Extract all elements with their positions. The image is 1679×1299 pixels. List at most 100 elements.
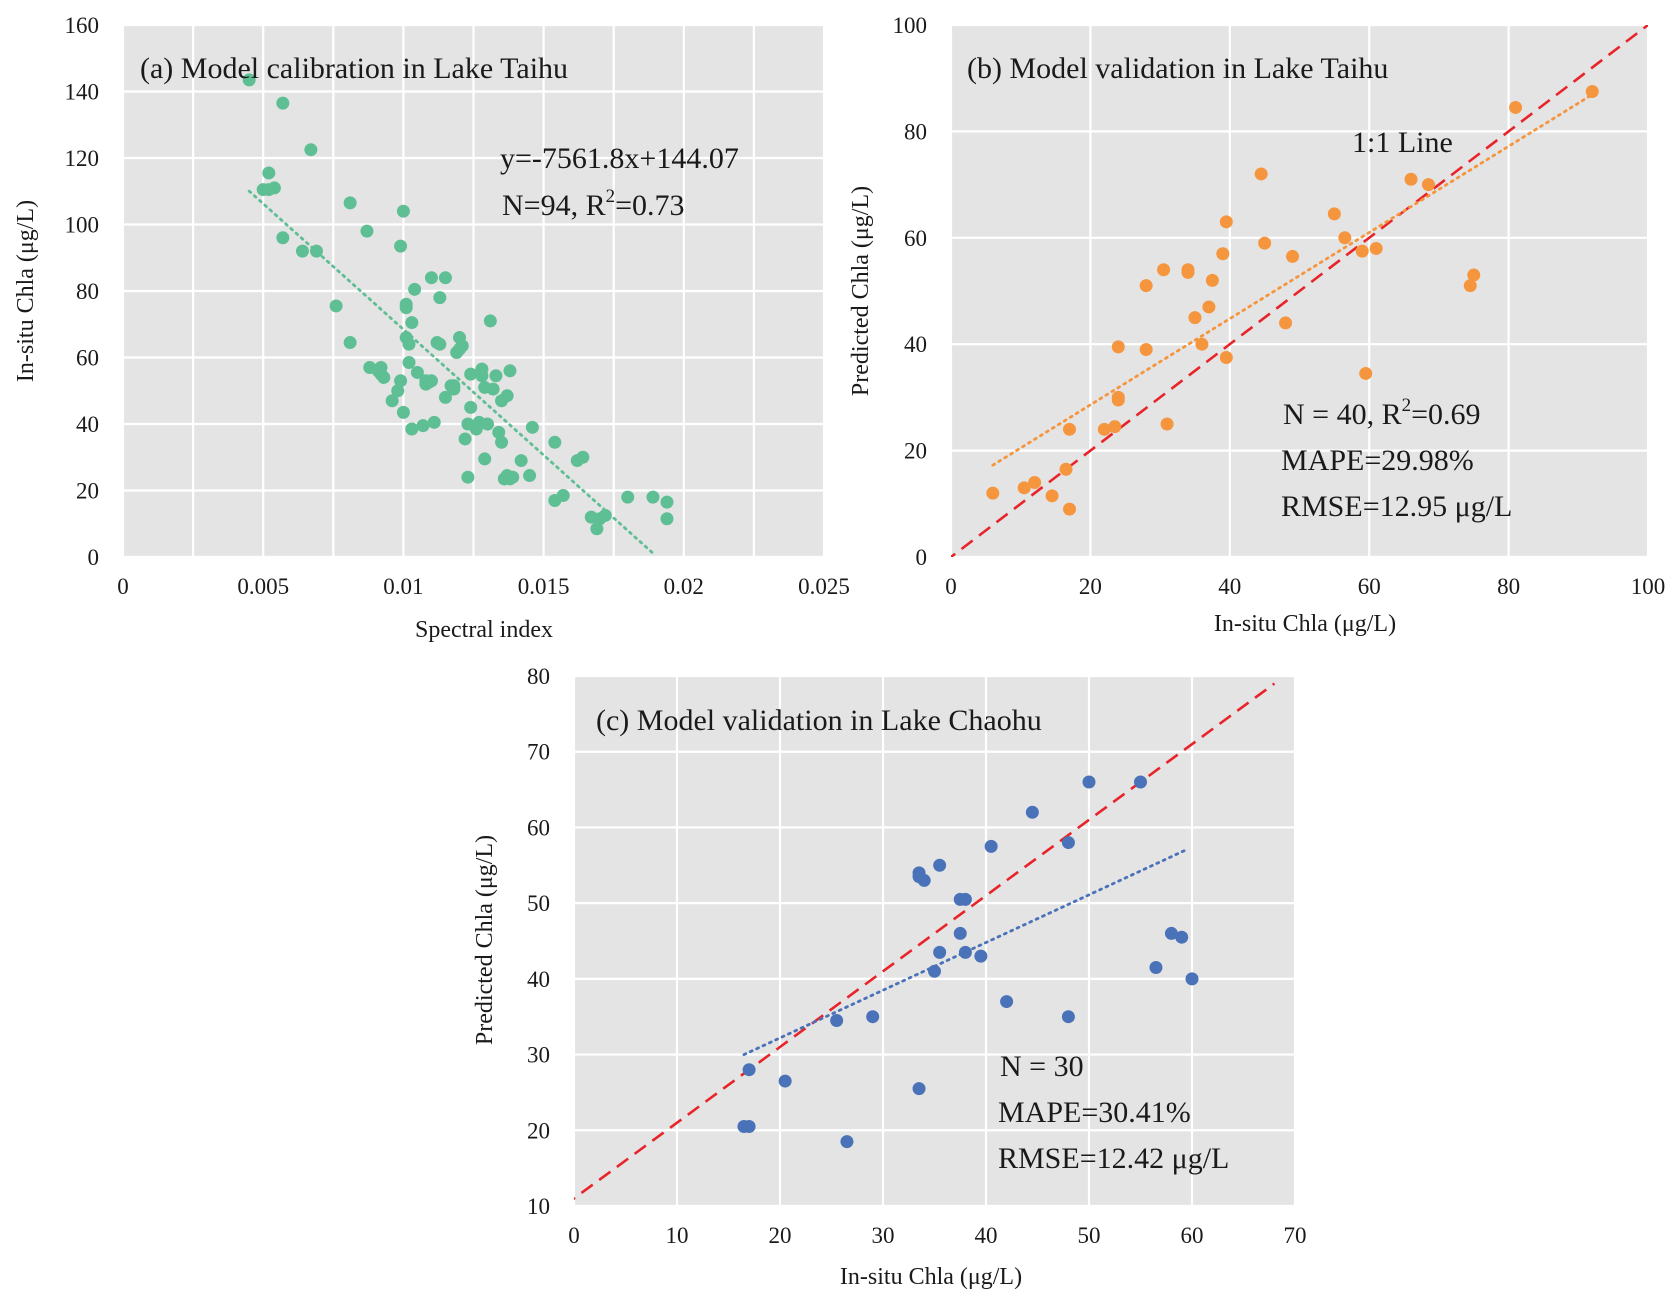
panel-a-y-tick: 80 [76,279,99,304]
panel-b-data-point [1111,340,1125,354]
panel-b-x-tick: 80 [1497,574,1520,599]
panel-a-x-axis-label: Spectral index [415,617,553,643]
panel-c-x-tick: 0 [568,1223,580,1248]
panel-a-y-tick: 140 [65,80,100,105]
panel-a-data-point [489,369,503,383]
panel-b-points [986,85,1599,516]
panel-b-data-point [1139,343,1153,357]
panel-b-data-point [1205,273,1219,287]
panel-a-x-tick: 0.005 [237,574,289,599]
panel-c-data-point [928,964,941,978]
panel-c-data-point [1000,995,1014,1009]
panel-b-x-tick: 0 [945,574,957,599]
panel-b-one-to-one-line [951,25,1648,557]
panel-b-data-point [1062,422,1076,436]
panel-b-y-tick: 80 [904,119,927,144]
panel-c-data-point [1149,961,1163,974]
panel-c-data-point [1175,930,1189,944]
panel-a-y-tick: 60 [76,346,99,371]
panel-a-x-tick: 0 [117,574,129,599]
panel-c-data-point [866,1010,880,1024]
panel-b-data-point [1254,167,1268,181]
panel-b-x-tick: 20 [1079,574,1102,599]
panel-b-stats-mape: MAPE=29.98% [1281,444,1474,477]
panel-a-x-tick-labels: 0 0.005 0.01 0.015 0.02 0.025 [117,574,850,599]
panel-a-data-point [396,405,410,419]
panel-a-x-tick: 0.02 [664,574,704,599]
panel-a-data-point [408,282,422,296]
panel-a-data-point [374,360,388,374]
panel-c-data-point [1082,775,1096,789]
panel-b-y-tick: 20 [904,439,927,464]
panel-b-data-point [1062,502,1076,516]
panel-b-gridlines [949,23,1650,559]
panel-c-stats-rmse: RMSE=12.42 μg/L [998,1142,1229,1175]
panel-a-data-point [495,435,509,449]
panel-c-one-to-one-line [574,682,1276,1201]
panel-a-y-tick: 0 [88,545,100,570]
panel-b-stats-n: N = 40, R2=0.69 [1283,395,1481,431]
panel-a-data-point [391,384,405,398]
panel-b-y-tick: 100 [893,13,928,38]
panel-c-data-point [1061,1010,1075,1024]
panel-b-data-point [1108,420,1122,434]
panel-b-data-point [1028,476,1042,490]
panel-a-data-point [514,454,528,468]
panel-b-data-point [1017,481,1031,495]
panel-a-equation: y=-7561.8x+144.07 [500,142,739,175]
panel-a-title: (a) Model calibration in Lake Taihu [140,52,568,85]
panel-c-data-point [1185,972,1199,986]
panel-a-data-point [660,495,674,509]
panel-b-stats-rmse: RMSE=12.95 μg/L [1281,490,1512,523]
panel-b-data-point [1181,265,1195,279]
panel-a-data-point [377,370,391,384]
panel-a-data-point [433,337,447,351]
panel-a-y-tick: 40 [76,412,99,437]
panel-a-data-point [402,337,416,351]
panel-a-data-point [262,166,276,180]
panel-a-data-point [556,488,570,502]
panel-a-data-point [570,454,584,468]
panel-a-data-point [660,512,674,526]
panel-c-data-point [840,1135,854,1149]
panel-a-data-point [481,417,495,431]
panel-b-data-point [1258,236,1272,250]
panel-b-data-point [1359,366,1373,380]
panel-b-y-tick-labels: 0 20 40 60 80 100 [893,13,928,570]
panel-b-data-point [1216,247,1230,261]
panel-c-data-point [974,949,988,963]
panel-b-x-tick: 40 [1218,574,1241,599]
panel-c-stats-mape: MAPE=30.41% [998,1096,1191,1129]
panel-c-x-tick: 10 [666,1223,689,1248]
panel-a-data-point [486,382,500,396]
panel-c-y-tick: 40 [527,967,550,992]
panel-b-title: (b) Model validation in Lake Taihu [967,52,1388,85]
panel-c-x-tick: 60 [1181,1223,1204,1248]
panel-a-data-point [385,394,399,408]
panel-a-data-point [438,271,452,285]
panel-a-y-tick: 20 [76,479,99,504]
panel-c-x-tick: 50 [1078,1223,1101,1248]
panel-a-data-point [343,336,357,350]
panel-a-data-point [399,297,413,311]
panel-b-trendline [991,93,1594,467]
panel-b-data-point [1219,351,1233,364]
panel-c-gridlines [572,674,1297,1208]
panel-a-y-tick-labels: 0 20 40 60 80 100 120 140 160 [65,13,100,570]
panel-c-x-tick-labels: 0 10 20 30 40 50 60 70 [568,1223,1306,1248]
panel-a-data-point [483,314,497,328]
panel-c-stats-n: N = 30 [1000,1050,1084,1083]
panel-a-data-point [523,469,537,483]
panel-a-data-point [267,181,281,195]
panel-b-data-point [1509,100,1523,114]
panel-c-y-tick: 50 [527,891,550,916]
panel-c-points [737,775,1199,1149]
panel-c-data-point [917,873,931,887]
panel-b-x-axis-label: In-situ Chla (μg/L) [1214,611,1396,637]
panel-a-calibration: 0 0.005 0.01 0.015 0.02 0.025 0 20 40 60 80 100 120… [13,13,850,643]
panel-a-points [242,73,674,536]
panel-a-data-point [469,420,483,434]
panel-b-lines [951,25,1648,557]
panel-b-data-point [1421,178,1435,192]
